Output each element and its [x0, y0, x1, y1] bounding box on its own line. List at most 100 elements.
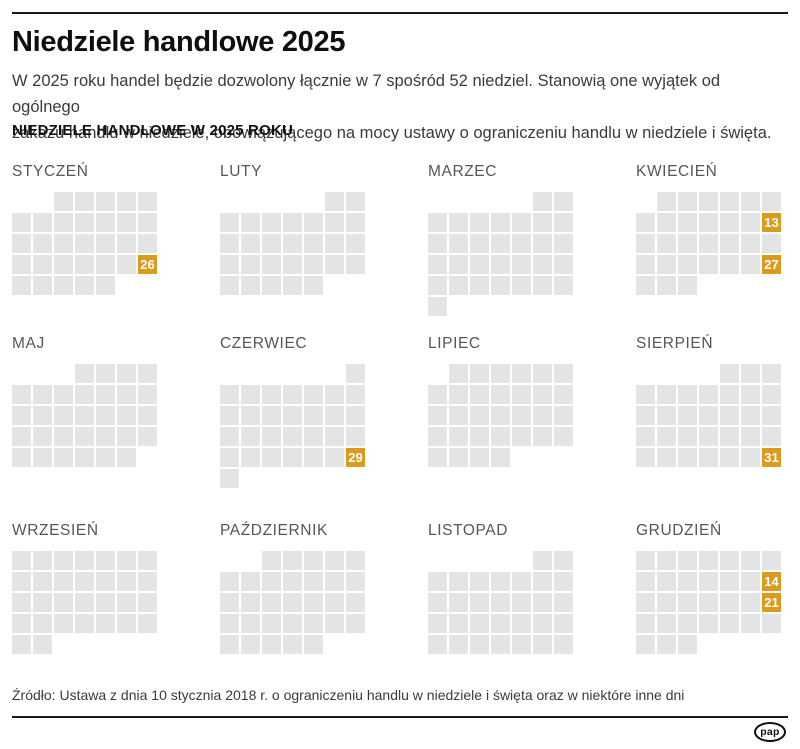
- day-square: [283, 614, 302, 633]
- day-square: [220, 614, 239, 633]
- month-label-kwiecien: KWIECIEŃ: [636, 163, 718, 180]
- day-square: [678, 593, 697, 612]
- day-square: [449, 276, 468, 295]
- day-square: [512, 572, 531, 591]
- empty-cell: [33, 192, 52, 211]
- day-square: [428, 297, 447, 316]
- day-square: [741, 234, 760, 253]
- empty-cell: [241, 192, 260, 211]
- day-square: [346, 551, 365, 570]
- day-square: [636, 448, 655, 467]
- day-square: [33, 385, 52, 404]
- day-square: [657, 234, 676, 253]
- month-grid-wrzesien: [12, 551, 157, 654]
- day-square: [96, 192, 115, 211]
- day-square: [657, 551, 676, 570]
- empty-cell: [636, 192, 655, 211]
- day-square: [533, 572, 552, 591]
- trading-sunday-kwiecien-27: 27: [762, 255, 781, 274]
- day-square: [657, 635, 676, 654]
- empty-cell: [33, 364, 52, 383]
- day-square: [325, 572, 344, 591]
- day-square: [741, 255, 760, 274]
- day-square: [491, 614, 510, 633]
- day-square: [428, 448, 447, 467]
- day-square: [96, 255, 115, 274]
- day-square: [533, 213, 552, 232]
- trading-sunday-sierpien-31: 31: [762, 448, 781, 467]
- month-label-styczen: STYCZEŃ: [12, 163, 89, 180]
- month-grid-lipiec: [428, 364, 573, 467]
- day-square: [428, 614, 447, 633]
- day-square: [325, 234, 344, 253]
- day-square: [428, 406, 447, 425]
- day-square: [554, 385, 573, 404]
- day-square: [220, 276, 239, 295]
- month-calendar-styczen: STYCZEŃ 26: [12, 163, 157, 335]
- day-square: [699, 255, 718, 274]
- day-square: [720, 614, 739, 633]
- day-square: [241, 213, 260, 232]
- day-square: [262, 448, 281, 467]
- day-square: [449, 614, 468, 633]
- empty-cell: [491, 192, 510, 211]
- day-square: [554, 234, 573, 253]
- day-square: [428, 572, 447, 591]
- day-square: [117, 385, 136, 404]
- day-square: [75, 364, 94, 383]
- day-square: [741, 593, 760, 612]
- month-grid-luty: [220, 192, 365, 295]
- empty-cell: [428, 192, 447, 211]
- day-square: [12, 614, 31, 633]
- day-square: [262, 406, 281, 425]
- day-square: [54, 448, 73, 467]
- day-square: [283, 448, 302, 467]
- day-square: [636, 406, 655, 425]
- day-square: [117, 364, 136, 383]
- day-square: [678, 614, 697, 633]
- empty-cell: [491, 551, 510, 570]
- day-square: [346, 234, 365, 253]
- day-square: [304, 572, 323, 591]
- day-square: [75, 276, 94, 295]
- day-square: [512, 255, 531, 274]
- day-square: [657, 385, 676, 404]
- day-square: [470, 406, 489, 425]
- day-square: [533, 192, 552, 211]
- day-square: [449, 427, 468, 446]
- day-square: [12, 255, 31, 274]
- day-square: [283, 234, 302, 253]
- day-square: [75, 572, 94, 591]
- day-square: [512, 406, 531, 425]
- day-square: [283, 635, 302, 654]
- day-square: [54, 213, 73, 232]
- day-square: [325, 551, 344, 570]
- day-square: [512, 427, 531, 446]
- intro-line: W 2025 roku handel będzie dozwolony łącz…: [12, 72, 721, 116]
- month-grid-marzec: [428, 192, 573, 316]
- day-square: [554, 213, 573, 232]
- empty-cell: [304, 192, 323, 211]
- day-square: [678, 635, 697, 654]
- day-square: [325, 192, 344, 211]
- day-square: [636, 593, 655, 612]
- empty-cell: [325, 364, 344, 383]
- day-square: [117, 192, 136, 211]
- day-square: [678, 385, 697, 404]
- day-square: [75, 427, 94, 446]
- day-square: [554, 192, 573, 211]
- empty-cell: [220, 192, 239, 211]
- empty-cell: [262, 364, 281, 383]
- day-square: [762, 385, 781, 404]
- day-square: [12, 448, 31, 467]
- day-square: [283, 551, 302, 570]
- day-square: [491, 406, 510, 425]
- empty-cell: [283, 364, 302, 383]
- empty-cell: [512, 551, 531, 570]
- day-square: [241, 593, 260, 612]
- empty-cell: [470, 192, 489, 211]
- day-square: [325, 255, 344, 274]
- day-square: [304, 234, 323, 253]
- day-square: [657, 448, 676, 467]
- day-square: [304, 255, 323, 274]
